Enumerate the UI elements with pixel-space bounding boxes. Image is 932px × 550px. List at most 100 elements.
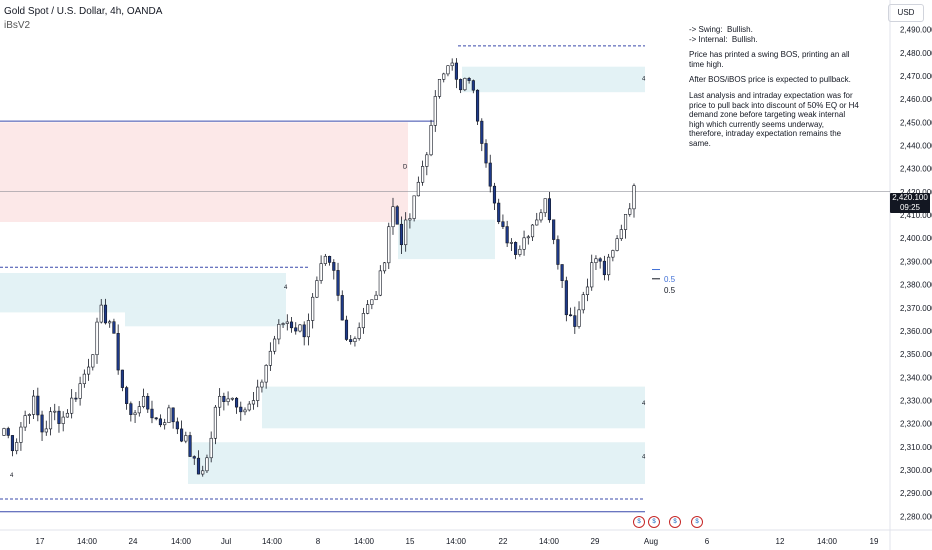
candle-body <box>619 229 623 239</box>
us-flag-icon[interactable]: $ <box>648 516 660 528</box>
candle-body <box>437 79 442 97</box>
note-expectation: Last analysis and intraday expectation w… <box>689 90 862 148</box>
y-tick-label: 2,420.000 <box>900 188 932 197</box>
candle-body <box>268 350 272 366</box>
candle-body <box>581 294 585 311</box>
candle-body <box>129 403 133 415</box>
x-tick-label: 6 <box>705 537 710 546</box>
candle-body <box>273 338 277 352</box>
candle-body <box>125 387 129 404</box>
candle-body <box>205 457 209 472</box>
x-tick-label: 14:00 <box>446 537 467 546</box>
candle-body <box>564 280 568 316</box>
candle-body <box>108 321 112 324</box>
candle-body <box>429 125 433 156</box>
candle-body <box>370 299 374 305</box>
candle-body <box>213 406 217 439</box>
candle-body <box>366 304 370 314</box>
candle-body <box>315 280 319 298</box>
y-tick-label: 2,380.000 <box>900 281 932 290</box>
candle-body <box>526 236 530 239</box>
indicator-label[interactable]: iBsV2 <box>4 20 31 31</box>
candle-body <box>74 397 78 400</box>
eq-label-2: 0.5 <box>664 286 676 295</box>
candle-body <box>547 198 552 221</box>
us-flag-icon[interactable]: $ <box>669 516 681 528</box>
y-tick-label: 2,300.000 <box>900 466 932 475</box>
candle-body <box>260 381 264 388</box>
candle-body <box>243 409 247 413</box>
x-tick-label: Aug <box>644 537 658 546</box>
candle-body <box>40 414 44 433</box>
y-tick-label: 2,460.000 <box>900 95 932 104</box>
zone-mark: 4 <box>642 454 646 460</box>
candle-body <box>10 435 15 452</box>
zone-supply <box>0 122 408 222</box>
candle-body <box>86 366 91 375</box>
candle-body <box>158 418 163 426</box>
candle-body <box>336 270 340 296</box>
candle-body <box>552 219 556 240</box>
candle-body <box>585 286 590 295</box>
zone-mark: 4 <box>10 473 14 479</box>
candle-body <box>141 395 146 407</box>
candle-body <box>264 365 268 383</box>
candle-body <box>95 321 99 356</box>
candle-body <box>103 304 108 324</box>
candle-body <box>256 386 260 401</box>
candle-body <box>602 260 606 276</box>
x-tick-label: 24 <box>129 537 138 546</box>
candle-body <box>311 296 315 321</box>
zone-mark: 4 <box>642 77 646 83</box>
candle-body <box>175 421 179 430</box>
candle-body <box>382 262 387 272</box>
zone-demand <box>188 442 645 484</box>
y-tick-label: 2,490.000 <box>900 26 932 35</box>
currency-selector[interactable]: USD <box>888 4 924 22</box>
x-tick-label: 19 <box>870 537 879 546</box>
zone-mark: 4 <box>642 401 646 407</box>
symbol-title: Gold Spot / U.S. Dollar, 4h, OANDA <box>4 6 163 17</box>
candle-body <box>560 264 564 281</box>
candle-body <box>556 239 560 265</box>
candle-body <box>387 226 391 264</box>
candle-body <box>484 143 488 164</box>
us-flag-icon[interactable]: $ <box>691 516 703 528</box>
candle-body <box>391 206 395 228</box>
candle-body <box>501 221 505 227</box>
candle-body <box>471 80 475 91</box>
candle-body <box>399 223 404 246</box>
us-flag-icon[interactable]: $ <box>633 516 645 528</box>
candle-body <box>416 181 420 197</box>
candle-body <box>412 195 416 219</box>
candle-body <box>404 219 408 246</box>
candle-body <box>289 321 294 329</box>
candle-body <box>442 73 446 80</box>
candle-body <box>590 262 594 288</box>
candle-body <box>611 250 615 258</box>
candle-body <box>543 198 547 214</box>
candle-body <box>150 408 154 419</box>
candle-body <box>421 166 425 183</box>
candle-body <box>32 395 36 415</box>
candle-body <box>146 395 150 410</box>
y-tick-label: 2,470.000 <box>900 72 932 81</box>
candle-body <box>323 255 327 264</box>
candle-body <box>188 435 192 457</box>
candle-body <box>99 304 103 323</box>
zone-demand <box>462 66 645 93</box>
x-tick-label: 14:00 <box>77 537 98 546</box>
x-tick-label: 15 <box>406 537 415 546</box>
candle-body <box>425 154 429 167</box>
y-tick-label: 2,410.000 <box>900 211 932 220</box>
x-tick-label: Jul <box>221 537 231 546</box>
candle-body <box>480 120 484 144</box>
candle-body <box>535 219 539 226</box>
candle-body <box>598 258 602 262</box>
candle-body <box>218 395 222 408</box>
candle-body <box>433 96 437 126</box>
candle-body <box>44 428 48 433</box>
y-tick-label: 2,330.000 <box>900 397 932 406</box>
last-price-value: 2,420.100 <box>892 193 928 202</box>
